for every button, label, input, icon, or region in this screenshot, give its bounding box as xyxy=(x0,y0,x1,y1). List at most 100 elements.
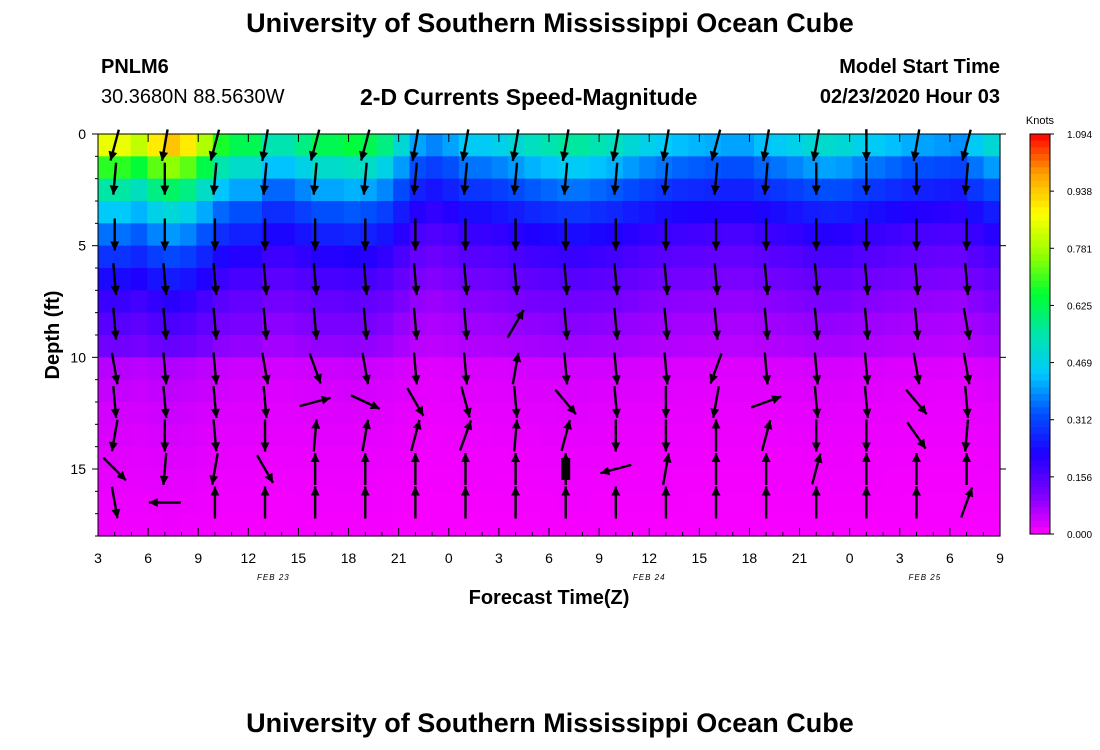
heatmap-cell xyxy=(590,357,607,381)
heatmap-cell xyxy=(934,379,952,403)
heatmap-cell xyxy=(147,379,165,403)
current-vector-arrow xyxy=(661,486,671,519)
heatmap-cell xyxy=(311,402,329,425)
heatmap-cell xyxy=(885,424,903,448)
heatmap-cell xyxy=(934,513,952,537)
heatmap-cell xyxy=(114,156,132,180)
heatmap-cell xyxy=(229,156,247,180)
current-vector-arrow xyxy=(561,218,571,251)
heatmap-cell xyxy=(245,134,263,157)
heatmap-cell xyxy=(98,469,115,492)
heatmap-cell xyxy=(655,379,673,403)
heatmap-cell xyxy=(590,379,607,403)
current-vector-arrow xyxy=(961,419,971,452)
heatmap-cell xyxy=(672,201,689,224)
heatmap-cell xyxy=(98,134,115,157)
current-vector-arrow xyxy=(662,307,672,340)
heatmap-cell xyxy=(770,268,788,291)
heatmap-cell xyxy=(540,201,558,224)
heatmap-cell xyxy=(212,357,230,381)
heatmap-cell xyxy=(360,201,378,224)
heatmap-cell xyxy=(672,424,689,448)
heatmap-cell xyxy=(721,178,739,202)
current-vector-arrow xyxy=(310,218,320,251)
heatmap-cell xyxy=(672,290,689,314)
current-vector-arrow xyxy=(611,263,621,296)
heatmap-cell xyxy=(278,268,296,291)
heatmap-cell xyxy=(540,290,558,314)
heatmap-cell xyxy=(901,223,919,247)
x-tick-label: 0 xyxy=(445,550,453,566)
current-vector-arrow xyxy=(811,218,821,251)
heatmap-cell xyxy=(803,156,821,180)
heatmap-cell xyxy=(573,312,591,336)
heatmap-cell xyxy=(770,446,788,470)
heatmap-cell xyxy=(458,134,476,157)
current-vector-arrow xyxy=(905,388,928,416)
colorbar-tick-label: 1.094 xyxy=(1067,130,1092,141)
heatmap-cell xyxy=(393,245,411,269)
heatmap-cell xyxy=(688,402,706,425)
heatmap-cell xyxy=(868,357,886,381)
heatmap-cell xyxy=(147,245,165,269)
heatmap-cell xyxy=(590,312,607,336)
heatmap-cell xyxy=(590,424,607,448)
current-vector-arrow xyxy=(660,162,670,195)
heatmap-cell xyxy=(590,201,607,224)
current-vector-arrow xyxy=(311,263,321,296)
heatmap-cell xyxy=(393,379,411,403)
heatmap-cell xyxy=(770,402,788,425)
current-vector-arrow xyxy=(810,129,821,162)
heatmap-cell xyxy=(327,245,345,269)
heatmap-cell xyxy=(458,335,476,358)
colorbar-segment xyxy=(1030,227,1050,235)
heatmap-cell xyxy=(458,268,476,291)
heatmap-cell xyxy=(458,290,476,314)
heatmap-cell xyxy=(672,335,689,358)
heatmap-cell xyxy=(655,245,673,269)
heatmap-cell xyxy=(540,178,558,202)
heatmap-cell xyxy=(557,335,575,358)
heatmap-cell xyxy=(475,335,493,358)
colorbar-segment xyxy=(1030,140,1050,148)
current-vector-arrow xyxy=(255,454,275,484)
heatmap-cell xyxy=(983,201,1001,224)
heatmap-cell xyxy=(212,424,230,448)
heatmap-cell xyxy=(245,491,263,515)
heatmap-cell xyxy=(294,446,312,470)
current-vector-arrow xyxy=(308,353,322,384)
heatmap-cell xyxy=(606,513,624,537)
heatmap-cell xyxy=(655,424,673,448)
colorbar-segment xyxy=(1030,234,1050,242)
heatmap-cell xyxy=(442,513,460,537)
heatmap-cell xyxy=(180,268,197,291)
heatmap-cell xyxy=(245,312,263,336)
heatmap-cell xyxy=(393,178,411,202)
heatmap-cell xyxy=(360,379,378,403)
heatmap-cell xyxy=(737,469,755,492)
heatmap-cell xyxy=(376,156,394,180)
heatmap-cell xyxy=(393,402,411,425)
heatmap-cell xyxy=(803,335,821,358)
heatmap-cell xyxy=(950,245,968,269)
heatmap-cell xyxy=(918,156,935,180)
heatmap-cell xyxy=(426,513,443,537)
heatmap-cell xyxy=(770,201,788,224)
heatmap-cell xyxy=(458,223,476,247)
current-vector-arrow xyxy=(209,453,219,485)
heatmap-cell xyxy=(754,178,771,202)
current-vector-arrow xyxy=(211,307,221,340)
heatmap-cell xyxy=(819,223,837,247)
heatmap-cell xyxy=(294,223,312,247)
heatmap-cell xyxy=(393,357,411,381)
heatmap-cell xyxy=(147,134,165,157)
heatmap-cell xyxy=(672,357,689,381)
heatmap-cell xyxy=(491,402,509,425)
heatmap-cell xyxy=(688,245,706,269)
current-vector-arrow xyxy=(709,353,723,384)
heatmap-cell xyxy=(836,335,853,358)
heatmap-cell xyxy=(114,469,132,492)
heatmap-cell xyxy=(491,469,509,492)
heatmap-cell xyxy=(360,513,378,537)
heatmap-cell xyxy=(573,223,591,247)
